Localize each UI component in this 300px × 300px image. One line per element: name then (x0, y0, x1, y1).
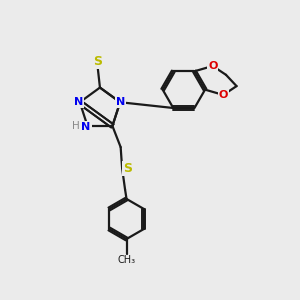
Text: O: O (208, 61, 218, 71)
Text: N: N (116, 97, 125, 106)
Text: S: S (93, 55, 102, 68)
Text: H: H (72, 121, 80, 131)
Text: N: N (74, 97, 83, 107)
Text: O: O (219, 90, 228, 100)
Text: N: N (81, 122, 91, 131)
Text: CH₃: CH₃ (118, 255, 136, 265)
Text: S: S (123, 162, 132, 175)
